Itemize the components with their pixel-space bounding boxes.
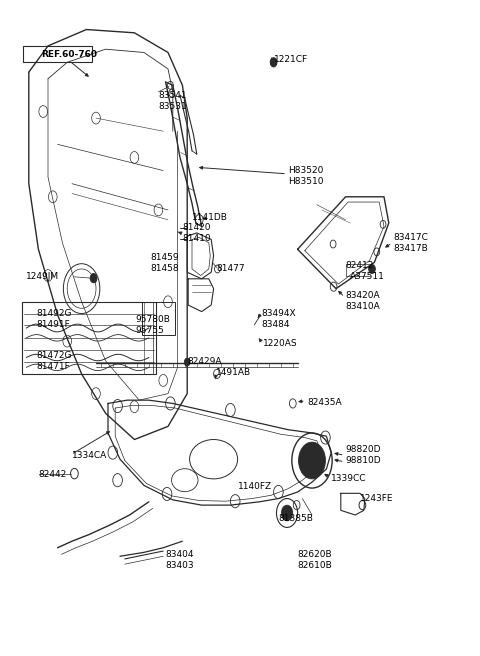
- Text: 95780B: 95780B: [136, 315, 171, 324]
- Circle shape: [270, 58, 277, 67]
- Circle shape: [369, 264, 375, 274]
- Text: 83484: 83484: [262, 320, 290, 329]
- Text: 81459: 81459: [150, 253, 179, 262]
- Text: 1141DB: 1141DB: [192, 213, 228, 222]
- Text: 83403: 83403: [166, 561, 194, 570]
- Text: 83417C: 83417C: [394, 233, 429, 242]
- Text: 83420A: 83420A: [346, 291, 380, 300]
- Text: 81385B: 81385B: [278, 514, 313, 523]
- Text: H83520: H83520: [288, 166, 324, 175]
- Text: 81410: 81410: [182, 234, 211, 243]
- Text: A37511: A37511: [350, 272, 385, 281]
- Text: 82442: 82442: [38, 470, 67, 480]
- Text: 81477: 81477: [216, 264, 245, 273]
- Text: 83531: 83531: [158, 102, 187, 111]
- Text: 82412: 82412: [346, 261, 374, 270]
- Text: 82435A: 82435A: [307, 398, 342, 407]
- Text: 81458: 81458: [150, 264, 179, 273]
- Text: 1243FE: 1243FE: [360, 494, 394, 503]
- Text: 82620B: 82620B: [298, 550, 332, 559]
- Text: 82429A: 82429A: [187, 357, 222, 366]
- Text: 1491AB: 1491AB: [216, 368, 251, 377]
- Text: 1334CA: 1334CA: [72, 451, 107, 461]
- Text: 83404: 83404: [166, 550, 194, 559]
- Text: 1140FZ: 1140FZ: [238, 482, 272, 491]
- Text: 83541: 83541: [158, 91, 187, 100]
- Text: H83510: H83510: [288, 177, 324, 186]
- Text: 81471F: 81471F: [36, 362, 70, 371]
- Text: 81420: 81420: [182, 223, 211, 232]
- Text: REF.60-760: REF.60-760: [41, 50, 97, 59]
- Text: 1339CC: 1339CC: [331, 474, 367, 483]
- Text: 83494X: 83494X: [262, 309, 296, 318]
- Text: 95755: 95755: [136, 326, 165, 335]
- Circle shape: [90, 274, 97, 283]
- Circle shape: [184, 358, 190, 366]
- Circle shape: [299, 442, 325, 479]
- Text: 98810D: 98810D: [346, 456, 381, 465]
- Text: 1249JM: 1249JM: [26, 272, 60, 281]
- Text: 81492G: 81492G: [36, 309, 72, 318]
- Text: 81472G: 81472G: [36, 351, 72, 360]
- Text: 83417B: 83417B: [394, 244, 428, 253]
- Text: 98820D: 98820D: [346, 445, 381, 454]
- Text: 81491F: 81491F: [36, 320, 70, 329]
- Circle shape: [281, 505, 293, 521]
- Text: 83410A: 83410A: [346, 302, 380, 311]
- Text: 1221CF: 1221CF: [274, 54, 308, 64]
- Text: 82610B: 82610B: [298, 561, 332, 570]
- Text: 1220AS: 1220AS: [263, 338, 298, 348]
